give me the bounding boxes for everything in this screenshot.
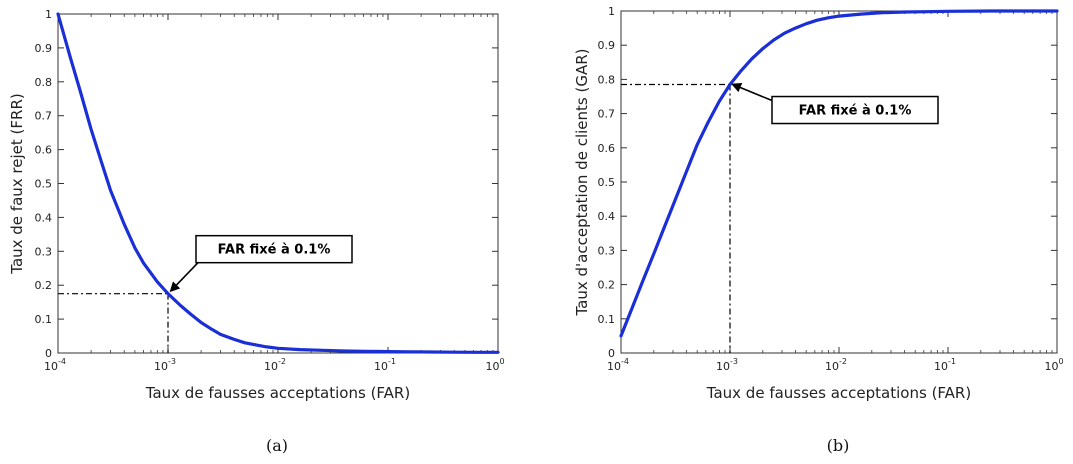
y-tick-label: 0.9 bbox=[598, 39, 616, 52]
y-tick-label: 0.5 bbox=[598, 176, 616, 189]
plot-area-frame bbox=[57, 13, 499, 354]
plot-area-frame bbox=[620, 10, 1058, 354]
subfigure-caption: (a) bbox=[266, 436, 288, 455]
subfigure-caption: (b) bbox=[827, 436, 850, 455]
y-axis-label: Taux de faux rejet (FRR) bbox=[8, 93, 26, 274]
y-tick-label: 0 bbox=[608, 347, 615, 360]
series-line bbox=[619, 9, 1059, 338]
x-tick-label: 100 bbox=[1044, 357, 1063, 373]
y-tick-label: 0.3 bbox=[598, 244, 616, 257]
y-axis-label: Taux d'acceptation de clients (GAR) bbox=[573, 49, 591, 317]
y-tick-label: 0.4 bbox=[598, 210, 616, 223]
x-tick-label: 10-4 bbox=[44, 357, 66, 373]
y-tick-label: 1 bbox=[45, 8, 52, 21]
x-tick-label: 10-4 bbox=[607, 357, 629, 373]
annotation-text: FAR fixé à 0.1% bbox=[799, 104, 912, 119]
y-tick-label: 0.1 bbox=[35, 313, 53, 326]
y-tick-label: 0.9 bbox=[35, 42, 53, 55]
x-tick-label: 10-1 bbox=[374, 357, 396, 373]
x-tick-label: 10-2 bbox=[264, 357, 286, 373]
chart-panel-b: 10-4 10-3 10-2 10-1 100 0 0.1 0.2 0.3 0.4 0.5 0.6 0.… bbox=[573, 5, 1064, 455]
x-axis-label: Taux de fausses acceptations (FAR) bbox=[145, 384, 410, 402]
y-tick-label: 0 bbox=[45, 347, 52, 360]
y-tick-label: 0.1 bbox=[598, 313, 616, 326]
annotation-box bbox=[771, 95, 939, 125]
y-tick-label: 0.2 bbox=[598, 279, 616, 292]
annotation-arrow bbox=[169, 262, 199, 293]
y-tick-label: 0.8 bbox=[598, 73, 616, 86]
x-tick-label: 10-1 bbox=[934, 357, 956, 373]
chart-panel-a: 10-4 10-3 10-2 10-1 100 0 0.1 0.2 0.3 0.4 0.5 0.6 0.… bbox=[8, 8, 505, 455]
y-tick-label: 0.6 bbox=[35, 144, 53, 157]
y-tick-label: 0.6 bbox=[598, 142, 616, 155]
y-tick-label: 1 bbox=[608, 5, 615, 18]
y-tick-label: 0.3 bbox=[35, 245, 53, 258]
y-tick-label: 0.8 bbox=[35, 76, 53, 89]
y-tick-label: 0.2 bbox=[35, 279, 53, 292]
annotation-box bbox=[195, 234, 353, 264]
y-tick-label: 0.7 bbox=[35, 110, 53, 123]
annotation-arrow bbox=[731, 82, 773, 102]
x-tick-label: 10-3 bbox=[154, 357, 176, 373]
y-tick-label: 0.7 bbox=[598, 108, 616, 121]
x-tick-label: 100 bbox=[485, 357, 504, 373]
x-tick-label: 10-2 bbox=[825, 357, 847, 373]
y-tick-label: 0.5 bbox=[35, 178, 53, 191]
y-tick-label: 0.4 bbox=[35, 211, 53, 224]
annotation-text: FAR fixé à 0.1% bbox=[218, 243, 331, 258]
x-axis-label: Taux de fausses acceptations (FAR) bbox=[706, 384, 971, 402]
series-line bbox=[56, 12, 500, 354]
x-tick-label: 10-3 bbox=[716, 357, 738, 373]
